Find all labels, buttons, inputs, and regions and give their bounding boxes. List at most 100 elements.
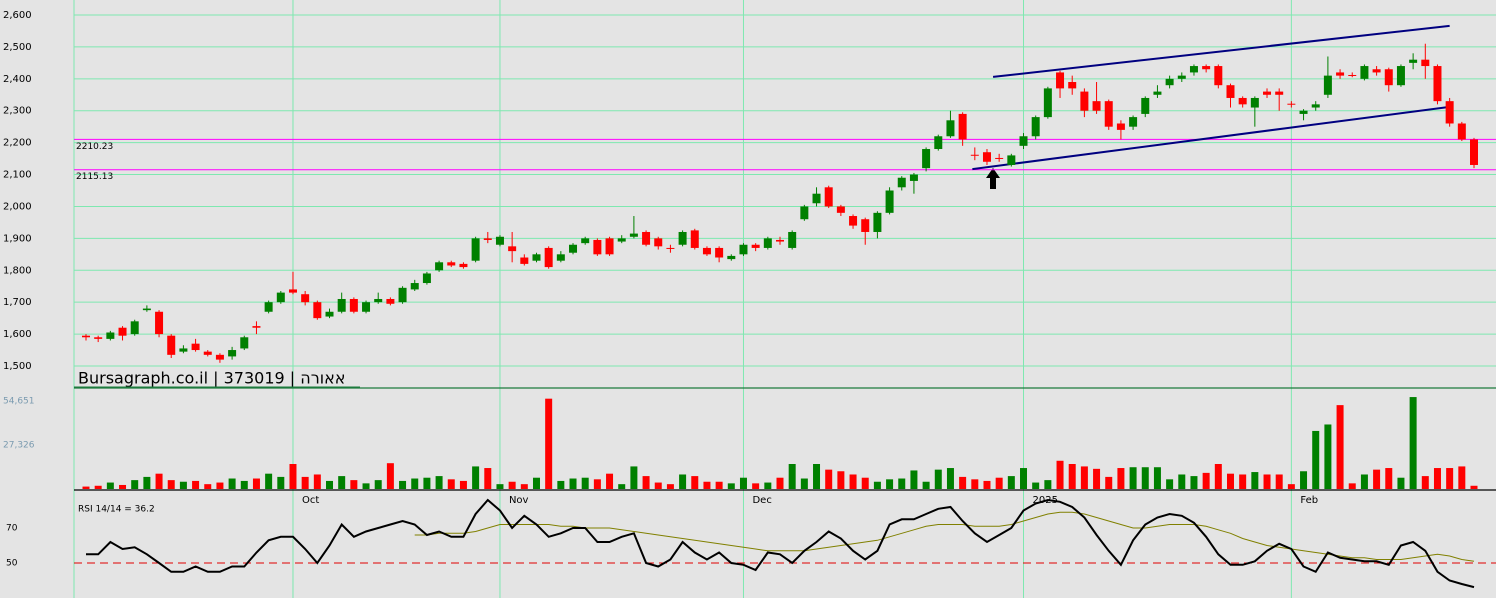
- candle-body: [1348, 74, 1357, 76]
- candle-body: [654, 238, 663, 247]
- volume-bar: [1153, 467, 1161, 489]
- candle-body: [739, 244, 748, 255]
- volume-bar: [1007, 476, 1015, 489]
- candle-body: [1019, 136, 1028, 146]
- volume-bar: [618, 484, 626, 489]
- candle-body: [642, 231, 651, 245]
- candle-body: [82, 335, 90, 338]
- candle-body: [1311, 104, 1320, 108]
- volume-bar: [1214, 464, 1222, 489]
- level-label: 2210.23: [76, 142, 113, 152]
- volume-bar: [313, 474, 321, 489]
- candle-body: [203, 351, 212, 355]
- volume-bar: [399, 480, 407, 489]
- candle-body: [1457, 123, 1466, 140]
- candle-body: [715, 247, 724, 258]
- candle-body: [982, 152, 991, 162]
- volume-bar: [886, 479, 894, 489]
- candle-body: [1165, 78, 1174, 86]
- volume-bar: [1275, 474, 1283, 489]
- candle-body: [167, 335, 176, 355]
- candle-body: [106, 332, 115, 339]
- volume-bar: [1348, 483, 1356, 489]
- volume-bar: [252, 478, 260, 489]
- volume-bar: [1397, 477, 1405, 489]
- y-tick-label: 70: [6, 524, 18, 534]
- candle-body: [922, 149, 931, 169]
- candle-body: [374, 298, 383, 303]
- candle-body: [788, 231, 797, 248]
- volume-bar: [1056, 460, 1064, 489]
- x-tick-label: Dec: [752, 495, 771, 506]
- candle-body: [593, 239, 602, 255]
- candle-body: [861, 219, 870, 232]
- volume-bar: [1385, 468, 1393, 489]
- candle-body: [1263, 91, 1272, 95]
- candle-body: [1323, 75, 1332, 95]
- candle-body: [690, 230, 699, 248]
- volume-bar: [776, 477, 784, 489]
- candle-body: [581, 238, 590, 244]
- y-tick-label: 50: [6, 559, 18, 569]
- candle-body: [1421, 59, 1430, 67]
- volume-bar: [630, 466, 638, 489]
- candle-body: [1445, 101, 1454, 124]
- volume-bar: [946, 468, 954, 489]
- candle-body: [301, 294, 310, 303]
- candle-body: [1396, 66, 1405, 86]
- candle-body: [958, 113, 967, 140]
- candle-body: [325, 311, 334, 317]
- volume-bar: [1360, 474, 1368, 489]
- y-tick-label: 54,651: [3, 396, 35, 406]
- candle-body: [751, 244, 760, 248]
- candle-body: [1116, 123, 1125, 130]
- volume-bar: [1226, 473, 1234, 489]
- candle-body: [1043, 88, 1052, 118]
- volume-bar: [569, 478, 577, 489]
- volume-bar: [995, 477, 1003, 489]
- candle-body: [386, 298, 395, 304]
- volume-bar: [82, 486, 90, 489]
- volume-bar: [1300, 471, 1308, 489]
- volume-bar: [484, 468, 492, 489]
- volume-bar: [1080, 466, 1088, 489]
- candle-body: [422, 273, 431, 284]
- candle-body: [362, 302, 371, 312]
- volume-bar: [764, 482, 772, 489]
- candle-body: [849, 216, 858, 226]
- rsi-label: RSI 14/14 = 36.2: [78, 505, 155, 515]
- candle-body: [1104, 101, 1113, 127]
- candle-body: [1360, 66, 1369, 79]
- candle-body: [94, 337, 103, 339]
- candle-body: [544, 247, 553, 268]
- volume-bar: [861, 477, 869, 489]
- grid: [74, 0, 1496, 598]
- candle-body: [142, 308, 151, 311]
- volume-bar: [106, 482, 114, 489]
- rsi-signal-line: [414, 511, 1475, 562]
- volume-bar: [338, 476, 346, 489]
- candle-body: [1409, 59, 1418, 63]
- candle-body: [155, 311, 164, 335]
- volume-bar: [654, 482, 662, 489]
- volume-bar: [1409, 397, 1417, 489]
- candle-body: [520, 257, 529, 264]
- volume-bar: [532, 477, 540, 489]
- volume-bar: [520, 484, 528, 489]
- candle-body: [410, 283, 419, 290]
- volume-bar: [1373, 469, 1381, 489]
- candle-body: [1056, 72, 1065, 89]
- volume-bar: [496, 484, 504, 489]
- candle-body: [459, 263, 468, 268]
- candle-body: [617, 238, 626, 242]
- volume-bar: [593, 479, 601, 489]
- x-tick-label: Oct: [302, 495, 319, 506]
- volume-bar: [679, 474, 687, 489]
- volume-bar: [1263, 474, 1271, 489]
- candle-body: [1129, 117, 1138, 127]
- volume-bar: [1032, 482, 1040, 489]
- volume-bar: [1251, 472, 1259, 489]
- y-tick-label: 2,500: [3, 42, 32, 53]
- candle-body: [1202, 66, 1211, 70]
- volume-bar: [423, 477, 431, 489]
